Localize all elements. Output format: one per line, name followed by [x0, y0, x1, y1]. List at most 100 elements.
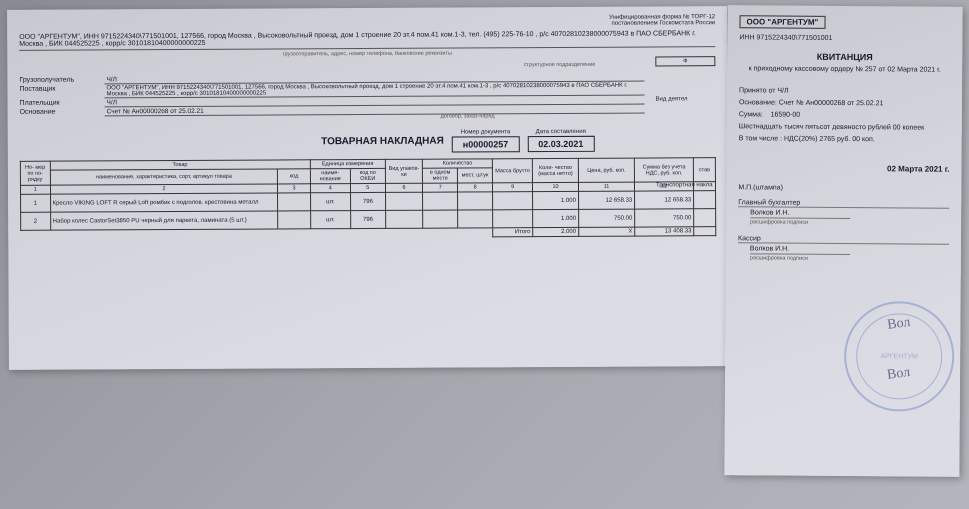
total-cell — [278, 229, 310, 238]
cell: Набор колес CastorSet3850 PU черный для … — [50, 211, 278, 230]
cell — [423, 192, 458, 210]
invoice-document: Унифицированная форма № ТОРГ-12 постанов… — [7, 6, 729, 370]
th-qty: Количество — [423, 159, 493, 168]
colnum-cell: 3 — [278, 184, 310, 193]
cell: 1.000 — [533, 191, 579, 209]
total-cell — [21, 230, 51, 239]
receipt-document: ООО "АРГЕНТУМ" ИНН 9715224340\771501001 … — [724, 5, 962, 477]
cell — [423, 210, 458, 228]
th-unit: Единица измерения — [310, 159, 385, 168]
cell — [385, 210, 423, 228]
docdate-val: 02.03.2021 — [527, 136, 594, 152]
total-cell — [351, 228, 386, 237]
right-box-f: Ф — [655, 56, 715, 66]
cell — [694, 209, 716, 227]
th-qty-in: в одном месте — [423, 168, 458, 183]
cell: 750.00 — [635, 209, 694, 227]
th-mass: Масса брутто — [492, 159, 532, 183]
th-num: Но- мер по по- рядку — [20, 161, 50, 185]
org-header: ООО "АРГЕНТУМ", ИНН 9715224340\771501001… — [19, 30, 715, 51]
colnum-cell: 7 — [423, 183, 458, 192]
plat-label: Плательщик — [20, 99, 105, 107]
rc-cashier-label: Кассир — [738, 236, 949, 245]
rc-osn: Основание: Счет № Ан00000268 от 25.02.21 — [739, 98, 950, 109]
cell: шт. — [310, 211, 350, 229]
org-sub: грузоотправитель, адрес, номер телефона,… — [19, 49, 715, 59]
cell — [278, 211, 310, 229]
rc-acc-name: Волков И.Н. — [750, 210, 949, 218]
signature-1: Вол — [886, 315, 911, 334]
rc-org: ООО "АРГЕНТУМ" — [739, 15, 825, 29]
th-qty-places: мест, штук — [458, 168, 493, 183]
cell — [278, 193, 310, 211]
th-unit-name: наиме- нование — [310, 169, 350, 184]
cell: шт. — [310, 193, 350, 211]
cell: 1 — [21, 194, 51, 212]
cell: 2 — [21, 212, 51, 230]
total-cell — [458, 228, 493, 237]
total-cell: X — [579, 227, 635, 236]
cell — [458, 192, 493, 210]
rc-acc-note: расшифровка подписи — [750, 218, 850, 227]
colnum-cell: 8 — [458, 183, 493, 192]
rc-inn: ИНН 9715224340\771501001 — [739, 34, 950, 42]
th-price: Цена, руб. коп. — [578, 158, 634, 182]
osn-label: Основание — [20, 108, 105, 116]
rc-acc-label: Главный бухгалтер — [738, 200, 949, 209]
total-cell — [385, 228, 423, 237]
rc-stamp-label: М.П.(штампа) — [738, 185, 949, 193]
th-qnet: Коли- чество (масса нетто) — [533, 158, 579, 182]
th-unit-code: код по ОКЕИ — [350, 168, 385, 183]
rc-sum-words: Шестнадцать тысяч пятьсот девяносто рубл… — [739, 123, 950, 134]
cell: 12 658.33 — [578, 191, 634, 209]
colnum-cell: 6 — [385, 183, 423, 192]
total-cell: 2.000 — [533, 227, 579, 236]
post-label: Поставщик — [19, 85, 104, 98]
cell — [694, 191, 716, 209]
th-goods-name: наименование, характеристика, сорт, арти… — [50, 169, 278, 185]
total-cell — [50, 229, 278, 239]
rc-cashier-note: расшифровка подписи — [750, 254, 850, 263]
total-cell: Итого — [493, 228, 533, 237]
trans-label: Транспортная накла — [656, 182, 716, 188]
rc-date: 02 Марта 2021 г. — [738, 164, 949, 174]
colnum-cell: 9 — [493, 183, 533, 192]
form-note: Унифицированная форма № ТОРГ-12 постанов… — [19, 14, 715, 30]
total-cell — [694, 227, 716, 236]
docnum-val: н00000257 — [452, 136, 520, 152]
rc-cashier-name: Волков И.Н. — [750, 246, 949, 254]
docdate-hdr: Дата составления — [527, 129, 594, 135]
docnum-hdr: Номер документа — [452, 129, 520, 135]
total-cell — [310, 229, 350, 238]
cell: 796 — [351, 210, 386, 228]
signature-2: Вол — [886, 365, 911, 384]
rc-sum-val: 16590-00 — [771, 112, 801, 119]
doc-title: ТОВАРНАЯ НАКЛАДНАЯ — [321, 136, 444, 148]
th-goods-code: код — [278, 169, 310, 184]
cell — [493, 210, 533, 228]
rc-sum: Сумма: 16590-00 — [739, 110, 950, 121]
rc-title: КВИТАНЦИЯ — [739, 51, 950, 62]
colnum-cell: 10 — [533, 182, 579, 191]
struct-sub: структурное подразделение — [19, 62, 595, 71]
th-pack: Вид упаков- ки — [385, 159, 423, 183]
cell: 12 658.33 — [635, 191, 694, 209]
cell: Кресло VIKING LOFT R серый Loft ромбик с… — [50, 193, 278, 212]
rc-from: Принято от Ч/Л — [739, 86, 950, 97]
cell: 1.000 — [533, 209, 579, 227]
colnum-cell: 11 — [578, 182, 634, 191]
gruzo-label: Грузополучатель — [19, 76, 104, 84]
cell: 796 — [350, 192, 385, 210]
rc-sum-label: Сумма: — [739, 111, 763, 118]
total-cell: 13 408.33 — [635, 227, 694, 236]
rc-vat: В том числе : НДС(20%) 2765 руб. 00 коп. — [739, 135, 950, 146]
rc-sub: к приходному кассовому ордеру № 257 от 0… — [739, 65, 950, 73]
form-right-col: Ф Вид деятел Транспортная накла — [655, 56, 716, 188]
title-row: ТОВАРНАЯ НАКЛАДНАЯ Номер документа н0000… — [200, 128, 716, 154]
invoice-table: Но- мер по по- рядку Товар Единица измер… — [20, 157, 716, 240]
colnum-cell: 5 — [350, 183, 385, 192]
colnum-cell: 4 — [310, 184, 350, 193]
total-cell — [423, 228, 458, 237]
colnum-cell: 1 — [20, 185, 50, 194]
cell: 750.00 — [578, 209, 634, 227]
